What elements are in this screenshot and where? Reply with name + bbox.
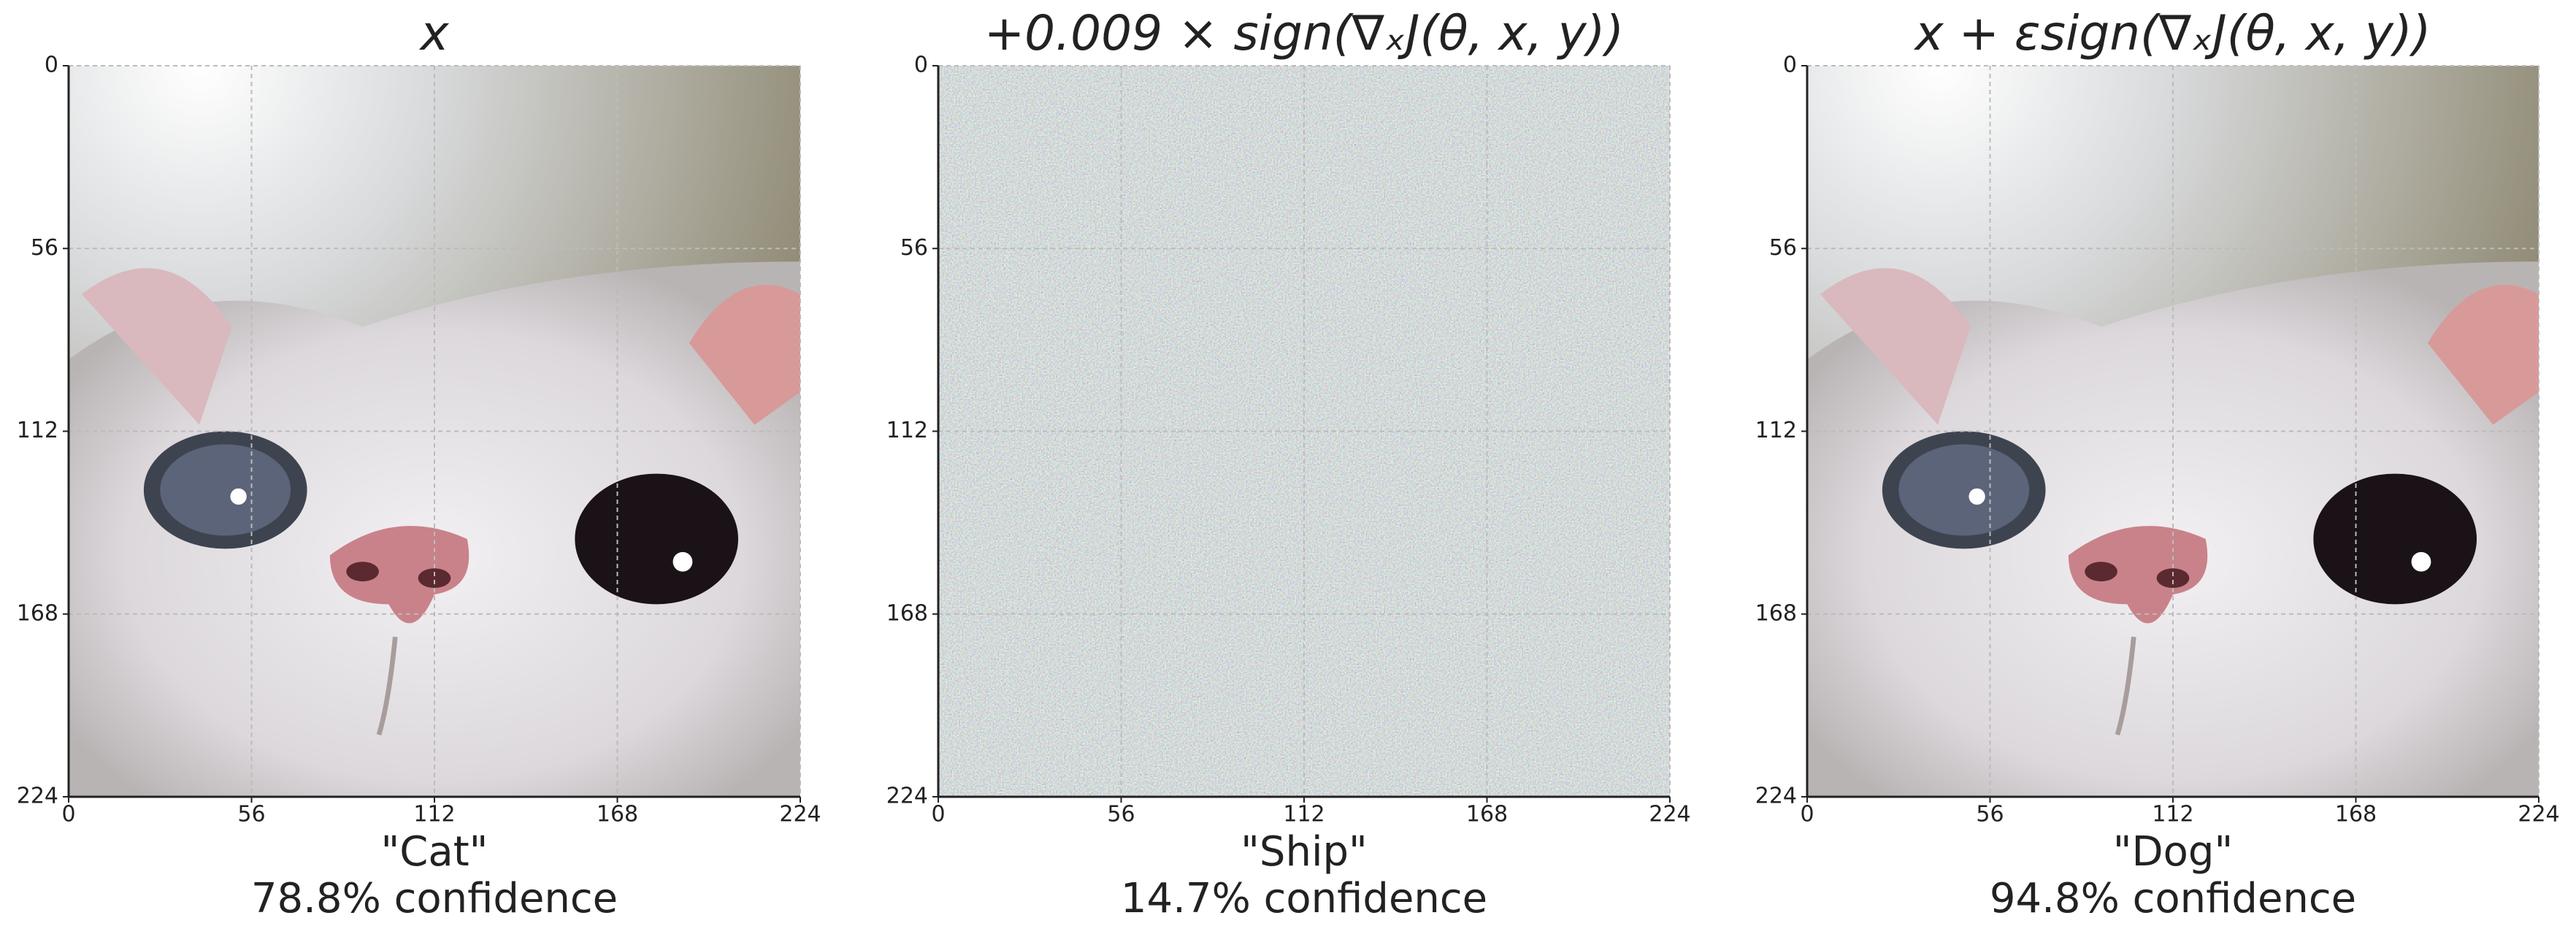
y-tick-label: 224 [17, 784, 58, 809]
y-tick-label: 168 [886, 600, 928, 626]
x-tick-label: 168 [1466, 802, 1508, 827]
y-tick-label: 56 [31, 235, 58, 261]
panel-title: x + εsign(∇ₓJ(θ, x, y)) [1914, 5, 2431, 61]
x-tick-label: 112 [413, 802, 455, 827]
x-tick-label: 56 [1976, 802, 2004, 827]
panel-title: +0.009 × sign(∇ₓJ(θ, x, y)) [984, 5, 1624, 61]
prediction-label: "Cat" [381, 828, 488, 876]
y-tick-label: 56 [1769, 235, 1797, 261]
y-tick-label: 56 [900, 235, 928, 261]
x-tick-label: 168 [597, 802, 638, 827]
confidence-label: 78.8% confidence [251, 875, 618, 922]
confidence-label: 94.8% confidence [1990, 875, 2356, 922]
x-tick-label: 168 [2335, 802, 2377, 827]
x-tick-label: 0 [61, 802, 75, 827]
x-tick-label: 56 [1107, 802, 1135, 827]
y-tick-label: 0 [914, 53, 928, 78]
x-tick-label: 224 [779, 802, 821, 827]
y-tick-label: 168 [17, 600, 58, 626]
y-tick-label: 112 [17, 418, 58, 443]
x-tick-label: 56 [237, 802, 265, 827]
confidence-label: 14.7% confidence [1121, 875, 1487, 922]
y-tick-label: 112 [886, 418, 928, 443]
y-tick-label: 112 [1755, 418, 1797, 443]
x-tick-label: 224 [1649, 802, 1690, 827]
y-tick-label: 224 [1755, 784, 1797, 809]
y-tick-label: 224 [886, 784, 928, 809]
x-tick-label: 112 [1283, 802, 1325, 827]
prediction-label: "Dog" [2113, 828, 2233, 876]
y-tick-label: 0 [45, 53, 58, 78]
panel-title: x [418, 5, 449, 61]
y-tick-label: 168 [1755, 600, 1797, 626]
x-tick-label: 0 [931, 802, 945, 827]
prediction-label: "Ship" [1241, 828, 1368, 876]
x-tick-label: 224 [2518, 802, 2559, 827]
x-tick-label: 112 [2152, 802, 2193, 827]
x-tick-label: 0 [1800, 802, 1814, 827]
y-tick-label: 0 [1783, 53, 1797, 78]
